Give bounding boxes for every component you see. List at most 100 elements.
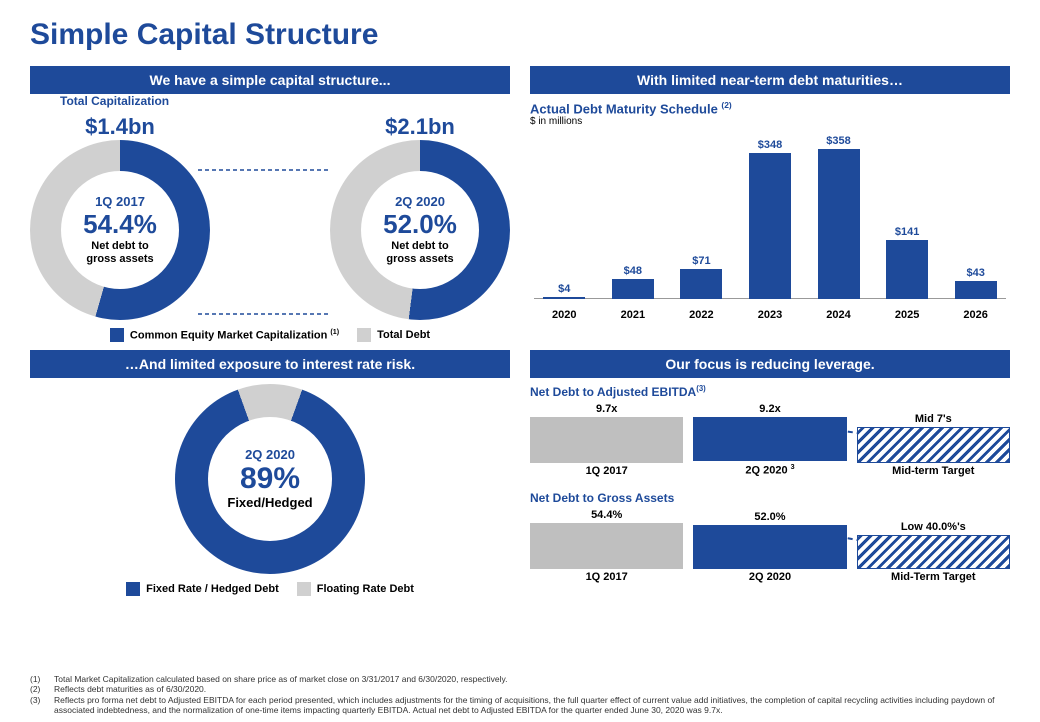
donut-c-period: 2Q 2020 [245, 447, 295, 462]
donut-2q2020: $2.1bn 2Q 2020 52.0% Net debt to gross a… [330, 114, 510, 320]
legend-item: Total Debt [357, 328, 430, 342]
main-grid: We have a simple capital structure... To… [30, 66, 1010, 596]
bar-col: $348 [740, 139, 800, 300]
mini-bar [693, 417, 846, 461]
total-cap-label: Total Capitalization [30, 94, 510, 108]
footnote-text: Total Market Capitalization calculated b… [54, 674, 507, 685]
donut-b-period: 2Q 2020 [395, 194, 445, 209]
donut-a-amount: $1.4bn [30, 114, 210, 140]
mini-bar [857, 535, 1010, 569]
section-interest-rate-risk: …And limited exposure to interest rate r… [30, 350, 510, 596]
gross-assets-group: Net Debt to Gross Assets 54.4%1Q 201752.… [530, 491, 1010, 583]
maturity-title: Actual Debt Maturity Schedule (2) [530, 100, 1010, 116]
donut-c-pct: 89% [240, 462, 300, 496]
donut-a-period: 1Q 2017 [95, 194, 145, 209]
mini-bar [857, 427, 1010, 463]
bar-value-label: $358 [826, 135, 850, 147]
donut-b-sub2: gross assets [386, 253, 453, 266]
mini-cell: 9.7x1Q 2017 [530, 403, 683, 477]
mini-label: Mid-term Target [857, 465, 1010, 477]
bar-value-label: $48 [624, 265, 642, 277]
section-bar: …And limited exposure to interest rate r… [30, 350, 510, 378]
bar-axis-label: 2024 [809, 309, 869, 321]
gross-assets-title: Net Debt to Gross Assets [530, 491, 1010, 505]
mini-label: 1Q 2017 [530, 571, 683, 583]
donut-fixed-center: 2Q 2020 89% Fixed/Hedged [208, 417, 332, 541]
donut-c-sub: Fixed/Hedged [227, 496, 312, 511]
legend-swatch [126, 582, 140, 596]
mini-cell: Low 40.0%'s Mid-Term Target [857, 521, 1010, 583]
legend-a-text: Common Equity Market Capitalization [130, 330, 327, 342]
section-capital-structure: We have a simple capital structure... To… [30, 66, 510, 342]
bar-col: $48 [603, 265, 663, 299]
bar-axis-label: 2026 [946, 309, 1006, 321]
legend-item: Floating Rate Debt [297, 582, 414, 596]
footnote: (3) Reflects pro forma net debt to Adjust… [30, 695, 1010, 716]
footnote: (2)Reflects debt maturities as of 6/30/2… [30, 684, 1010, 695]
ebitda-row: 9.7x1Q 20179.2x2Q 2020 3 Mid 7's Mid-term … [530, 403, 1010, 477]
legend-item: Fixed Rate / Hedged Debt [126, 582, 279, 596]
bar-col: $43 [946, 267, 1006, 299]
mini-value: 52.0% [693, 511, 846, 523]
legend-d-text: Floating Rate Debt [317, 583, 414, 595]
legend-swatch [297, 582, 311, 596]
mini-value: 9.7x [530, 403, 683, 415]
bar [543, 297, 585, 299]
bar-value-label: $71 [692, 255, 710, 267]
bar-axis-label: 2021 [603, 309, 663, 321]
maturity-units: $ in millions [530, 116, 1010, 127]
maturity-chart: $4 $48 $71 $348 $358 $141 $43 2020 2021 2022 2023… [530, 131, 1010, 321]
section-bar: Our focus is reducing leverage. [530, 350, 1010, 378]
ebitda-title: Net Debt to Adjusted EBITDA [530, 385, 696, 399]
bar-col: $358 [809, 135, 869, 300]
footnote: (1) Total Market Capitalization calculate… [30, 674, 1010, 685]
mini-value: Mid 7's [857, 413, 1010, 425]
mini-cell: Mid 7's Mid-term Target [857, 413, 1010, 477]
bar-value-label: $4 [558, 283, 570, 295]
bars-area: $4 $48 $71 $348 $358 $141 $43 [530, 131, 1010, 299]
section-debt-maturity: With limited near-term debt maturities… … [530, 66, 1010, 342]
legend-item: Common Equity Market Capitalization (1) [110, 328, 339, 342]
gross-assets-row: 54.4%1Q 201752.0%2Q 2020 Low 40.0%'s Mid-T… [530, 509, 1010, 583]
legend-a-sup: (1) [330, 328, 339, 336]
bar-value-label: $43 [966, 267, 984, 279]
bar-axis-label: 2020 [534, 309, 594, 321]
bar-value-label: $141 [895, 226, 919, 238]
legend-c-text: Fixed Rate / Hedged Debt [146, 583, 279, 595]
mini-bar [693, 525, 846, 569]
bar [818, 149, 860, 300]
bar [612, 279, 654, 299]
bar-axis-label: 2022 [671, 309, 731, 321]
mini-value: Low 40.0%'s [857, 521, 1010, 533]
mini-label: Mid-Term Target [857, 571, 1010, 583]
bar [680, 269, 722, 299]
bar-col: $4 [534, 283, 594, 299]
mini-cell: 52.0%2Q 2020 [693, 511, 846, 583]
legend-swatch [110, 328, 124, 342]
footnote-num: (1) [30, 674, 48, 685]
mini-cell: 54.4%1Q 2017 [530, 509, 683, 583]
bar [955, 281, 997, 299]
legend-swatch [357, 328, 371, 342]
donuts-row: $1.4bn 1Q 2017 54.4% Net debt to gross a… [30, 114, 510, 320]
mini-bar [530, 523, 683, 569]
mini-cell: 9.2x2Q 2020 3 [693, 403, 846, 477]
footnote-num: (3) [30, 695, 48, 716]
mini-bar [530, 417, 683, 463]
page-title: Simple Capital Structure [30, 18, 1010, 52]
bar-col: $141 [877, 226, 937, 299]
ebitda-group: Net Debt to Adjusted EBITDA(3) 9.7x1Q 20… [530, 384, 1010, 477]
bar-axis-label: 2023 [740, 309, 800, 321]
footnote-text: Reflects pro forma net debt to Adjusted … [54, 695, 1010, 716]
mini-value: 9.2x [693, 403, 846, 415]
bar-col: $71 [671, 255, 731, 299]
donut-a-pct: 54.4% [83, 209, 157, 240]
donut-a-sub2: gross assets [86, 253, 153, 266]
donut-b-center: 2Q 2020 52.0% Net debt to gross assets [361, 171, 479, 289]
legend-b-text: Total Debt [377, 329, 430, 341]
section-bar: We have a simple capital structure... [30, 66, 510, 94]
donut-b-pct: 52.0% [383, 209, 457, 240]
section-bar: With limited near-term debt maturities… [530, 66, 1010, 94]
bar-axis-labels: 2020202120222023202420252026 [530, 309, 1010, 321]
legend-donuts-bottom: Fixed Rate / Hedged Debt Floating Rate D… [30, 582, 510, 596]
